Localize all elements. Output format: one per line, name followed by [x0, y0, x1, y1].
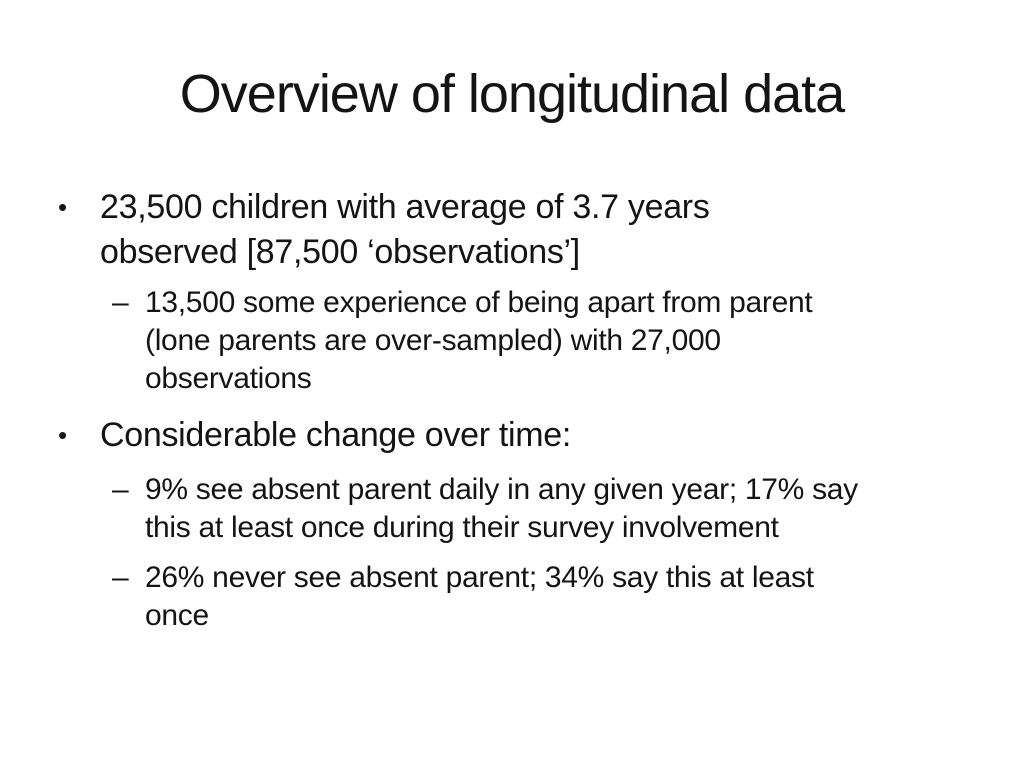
sub-bullet-text-line: 13,500 some experience of being apart fr… [145, 286, 813, 319]
bullet-item-2: • Considerable change over time: [58, 413, 984, 458]
sub-bullet-text-line: observations [145, 362, 312, 395]
bullet-text: Considerable change over time: [100, 413, 984, 458]
sub-bullet-text-line: once [145, 599, 209, 632]
bullet-text: 23,500 children with average of 3.7 year… [100, 185, 984, 275]
slide-title: Overview of longitudinal data [179, 64, 845, 124]
bullet-item-1: • 23,500 children with average of 3.7 ye… [58, 185, 984, 275]
dash-marker: – [112, 473, 129, 506]
bullet-text-line: Considerable change over time: [100, 416, 572, 454]
sub-bullet-text-line: (lone parents are over-sampled) with 27,… [145, 324, 721, 357]
sub-bullet-text-line: this at least once during their survey i… [145, 511, 779, 544]
sub-bullet-text: 26% never see absent parent; 34% say thi… [145, 559, 994, 635]
sub-bullet-item-1: – 13,500 some experience of being apart … [112, 284, 994, 398]
sub-bullet-item-2: – 9% see absent parent daily in any give… [112, 471, 994, 547]
bullet-dot-marker: • [58, 192, 67, 222]
bullet-text-line: observed [87,500 ‘observations’] [100, 233, 580, 271]
sub-bullet-text: 13,500 some experience of being apart fr… [145, 284, 994, 398]
bullet-dot-marker: • [58, 420, 67, 450]
sub-bullet-text: 9% see absent parent daily in any given … [145, 471, 994, 547]
sub-bullet-item-3: – 26% never see absent parent; 34% say t… [112, 559, 994, 635]
dash-marker: – [112, 561, 129, 594]
bullet-text-line: 23,500 children with average of 3.7 year… [100, 188, 710, 226]
sub-bullet-text-line: 26% never see absent parent; 34% say thi… [145, 561, 814, 594]
sub-bullet-text-line: 9% see absent parent daily in any given … [145, 473, 858, 506]
dash-marker: – [112, 286, 129, 319]
